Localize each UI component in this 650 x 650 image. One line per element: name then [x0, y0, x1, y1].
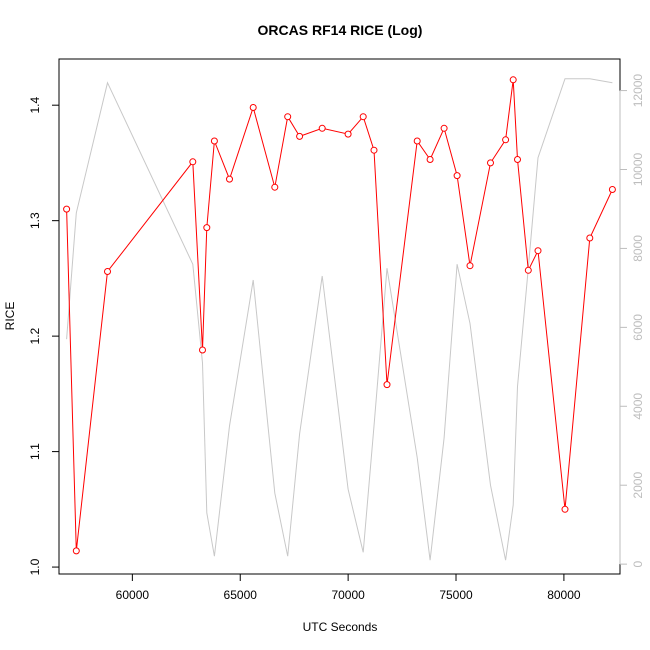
x-tick-label: 80000 [547, 588, 581, 602]
data-point [296, 132, 304, 140]
data-point [284, 113, 292, 121]
data-point [453, 172, 461, 180]
series-layer [63, 76, 616, 561]
x-tick-label: 65000 [224, 588, 258, 602]
data-point [509, 76, 517, 84]
data-point [440, 124, 448, 132]
data-point [502, 136, 510, 144]
plot-area [58, 58, 621, 575]
data-point [318, 124, 326, 132]
x-axis-label: UTC Seconds [303, 620, 378, 634]
data-point [72, 547, 80, 555]
data-point [561, 505, 569, 513]
y2-tick-label: 2000 [631, 472, 645, 499]
data-point [226, 175, 233, 183]
data-point [487, 159, 494, 167]
data-point [534, 247, 542, 255]
data-point [344, 130, 352, 138]
data-point [524, 266, 532, 274]
data-point [359, 113, 367, 121]
data-point [203, 224, 211, 232]
y2-tick-label: 10000 [631, 152, 645, 186]
plot-border [58, 58, 621, 575]
data-point [271, 183, 279, 191]
series-line-left [66, 79, 613, 551]
y2-tick-label: 12000 [631, 74, 645, 108]
y-tick-label: 1.4 [28, 97, 42, 114]
data-point [63, 205, 71, 213]
y2-axis: 0 2000 4000 6000 8000 10000 12000 [619, 74, 645, 567]
y-tick-label: 1.0 [28, 558, 42, 575]
data-point [370, 146, 378, 154]
y2-tick-label: 6000 [631, 314, 645, 341]
chart-title: ORCAS RF14 RICE (Log) [258, 22, 423, 38]
data-point [586, 234, 594, 242]
x-tick-label: 70000 [331, 588, 365, 602]
y2-tick-label: 8000 [631, 235, 645, 262]
y-axis: 1.0 1.1 1.2 1.3 1.4 [28, 97, 60, 575]
y-tick-label: 1.3 [28, 212, 42, 229]
data-point [608, 186, 616, 193]
x-tick-label: 75000 [439, 588, 473, 602]
x-axis: 60000 65000 70000 75000 80000 [116, 573, 581, 602]
data-point [189, 158, 197, 166]
data-point [104, 268, 111, 275]
data-point [249, 104, 257, 111]
data-point [466, 262, 474, 270]
data-point [210, 137, 218, 145]
data-point [426, 156, 434, 163]
y-tick-label: 1.1 [28, 443, 42, 460]
data-point [199, 346, 206, 354]
y-tick-label: 1.2 [28, 327, 42, 344]
y2-tick-label: 0 [631, 560, 645, 567]
data-point [383, 381, 391, 389]
series-line-right [66, 78, 613, 561]
y2-tick-label: 4000 [631, 393, 645, 420]
data-point [514, 156, 521, 163]
x-tick-label: 60000 [116, 588, 150, 602]
y-axis-label: RICE [3, 302, 17, 331]
data-point [413, 137, 421, 145]
